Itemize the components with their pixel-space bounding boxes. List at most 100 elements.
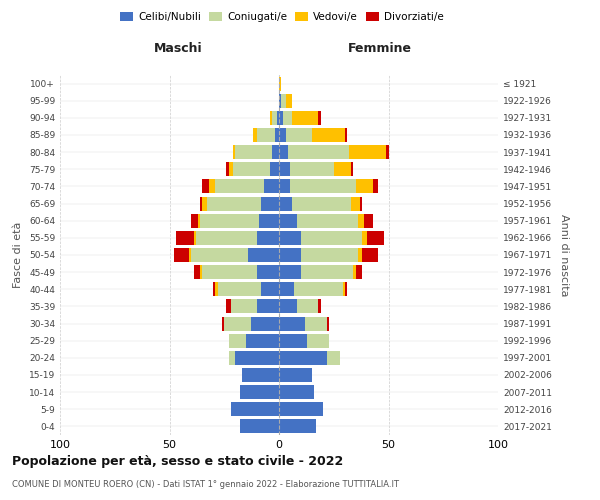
Bar — [257, 300, 279, 314]
Bar — [253, 128, 257, 142]
Bar — [272, 145, 279, 159]
Bar — [296, 214, 358, 228]
Text: COMUNE DI MONTEU ROERO (CN) - Dati ISTAT 1° gennaio 2022 - Elaborazione TUTTITAL: COMUNE DI MONTEU ROERO (CN) - Dati ISTAT… — [12, 480, 399, 489]
Bar — [224, 316, 251, 330]
Bar — [281, 94, 286, 108]
Bar — [290, 162, 334, 176]
Bar — [257, 265, 279, 279]
Text: Popolazione per età, sesso e stato civile - 2022: Popolazione per età, sesso e stato civil… — [12, 455, 343, 468]
Y-axis label: Anni di nascita: Anni di nascita — [559, 214, 569, 296]
Legend: Celibi/Nubili, Coniugati/e, Vedovi/e, Divorziati/e: Celibi/Nubili, Coniugati/e, Vedovi/e, Di… — [116, 8, 448, 26]
Bar — [279, 162, 290, 176]
Bar — [360, 196, 362, 210]
Bar — [307, 334, 329, 347]
Bar — [279, 180, 290, 194]
Bar — [279, 300, 296, 314]
Y-axis label: Fasce di età: Fasce di età — [13, 222, 23, 288]
Bar — [174, 248, 189, 262]
Bar — [200, 214, 259, 228]
Bar — [196, 231, 257, 245]
Bar — [279, 351, 327, 365]
Bar — [345, 282, 347, 296]
Bar — [259, 214, 279, 228]
Bar — [226, 300, 231, 314]
Bar — [301, 231, 362, 245]
Bar — [356, 265, 362, 279]
Bar — [229, 162, 233, 176]
Bar — [362, 231, 367, 245]
Bar — [242, 368, 279, 382]
Bar — [279, 111, 283, 125]
Bar — [327, 316, 329, 330]
Bar — [279, 145, 288, 159]
Bar — [235, 351, 279, 365]
Bar — [279, 385, 314, 399]
Bar — [198, 214, 200, 228]
Bar — [191, 248, 248, 262]
Text: Femmine: Femmine — [348, 42, 412, 55]
Bar — [327, 351, 340, 365]
Bar — [290, 180, 356, 194]
Bar — [231, 402, 279, 416]
Bar — [233, 162, 270, 176]
Bar — [301, 248, 358, 262]
Bar — [373, 180, 377, 194]
Bar — [251, 316, 279, 330]
Bar — [218, 282, 262, 296]
Bar — [312, 128, 345, 142]
Bar — [229, 334, 246, 347]
Bar — [283, 111, 292, 125]
Bar — [351, 196, 360, 210]
Bar — [296, 300, 319, 314]
Bar — [292, 111, 319, 125]
Bar — [351, 162, 353, 176]
Bar — [176, 231, 194, 245]
Bar — [270, 111, 272, 125]
Bar — [222, 316, 224, 330]
Bar — [319, 111, 320, 125]
Bar — [257, 231, 279, 245]
Bar — [275, 128, 279, 142]
Bar — [272, 111, 277, 125]
Bar — [345, 128, 347, 142]
Bar — [202, 265, 257, 279]
Bar — [279, 402, 323, 416]
Bar — [270, 162, 279, 176]
Bar — [367, 231, 384, 245]
Bar — [229, 351, 235, 365]
Bar — [358, 214, 364, 228]
Bar — [226, 162, 229, 176]
Bar — [279, 196, 292, 210]
Bar — [362, 248, 377, 262]
Bar — [233, 145, 235, 159]
Bar — [231, 300, 257, 314]
Bar — [248, 248, 279, 262]
Bar — [353, 265, 356, 279]
Bar — [386, 145, 389, 159]
Bar — [279, 128, 286, 142]
Bar — [286, 94, 292, 108]
Bar — [286, 128, 312, 142]
Bar — [279, 420, 316, 434]
Bar — [277, 111, 279, 125]
Bar — [279, 231, 301, 245]
Bar — [194, 265, 200, 279]
Bar — [279, 334, 307, 347]
Bar — [356, 180, 373, 194]
Bar — [200, 196, 202, 210]
Bar — [279, 282, 295, 296]
Bar — [215, 180, 263, 194]
Bar — [343, 282, 344, 296]
Bar — [334, 162, 351, 176]
Bar — [288, 145, 349, 159]
Bar — [279, 265, 301, 279]
Bar — [279, 368, 312, 382]
Bar — [215, 282, 218, 296]
Bar — [239, 420, 279, 434]
Bar — [364, 214, 373, 228]
Text: Maschi: Maschi — [154, 42, 203, 55]
Bar — [257, 128, 275, 142]
Bar — [262, 282, 279, 296]
Bar — [189, 248, 191, 262]
Bar — [295, 282, 343, 296]
